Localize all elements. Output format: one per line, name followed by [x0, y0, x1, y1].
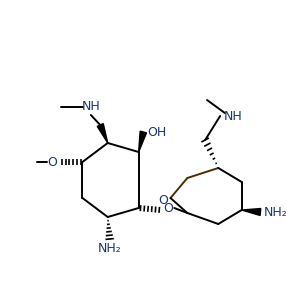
Polygon shape	[139, 131, 146, 152]
Text: NH₂: NH₂	[98, 242, 122, 255]
Text: OH: OH	[147, 127, 166, 139]
Text: NH: NH	[224, 109, 243, 123]
Text: O: O	[164, 201, 174, 214]
Polygon shape	[97, 124, 108, 143]
Polygon shape	[242, 209, 261, 215]
Text: NH₂: NH₂	[263, 207, 286, 219]
Text: NH: NH	[82, 100, 100, 113]
Text: O: O	[158, 194, 168, 207]
Text: O: O	[47, 155, 57, 168]
